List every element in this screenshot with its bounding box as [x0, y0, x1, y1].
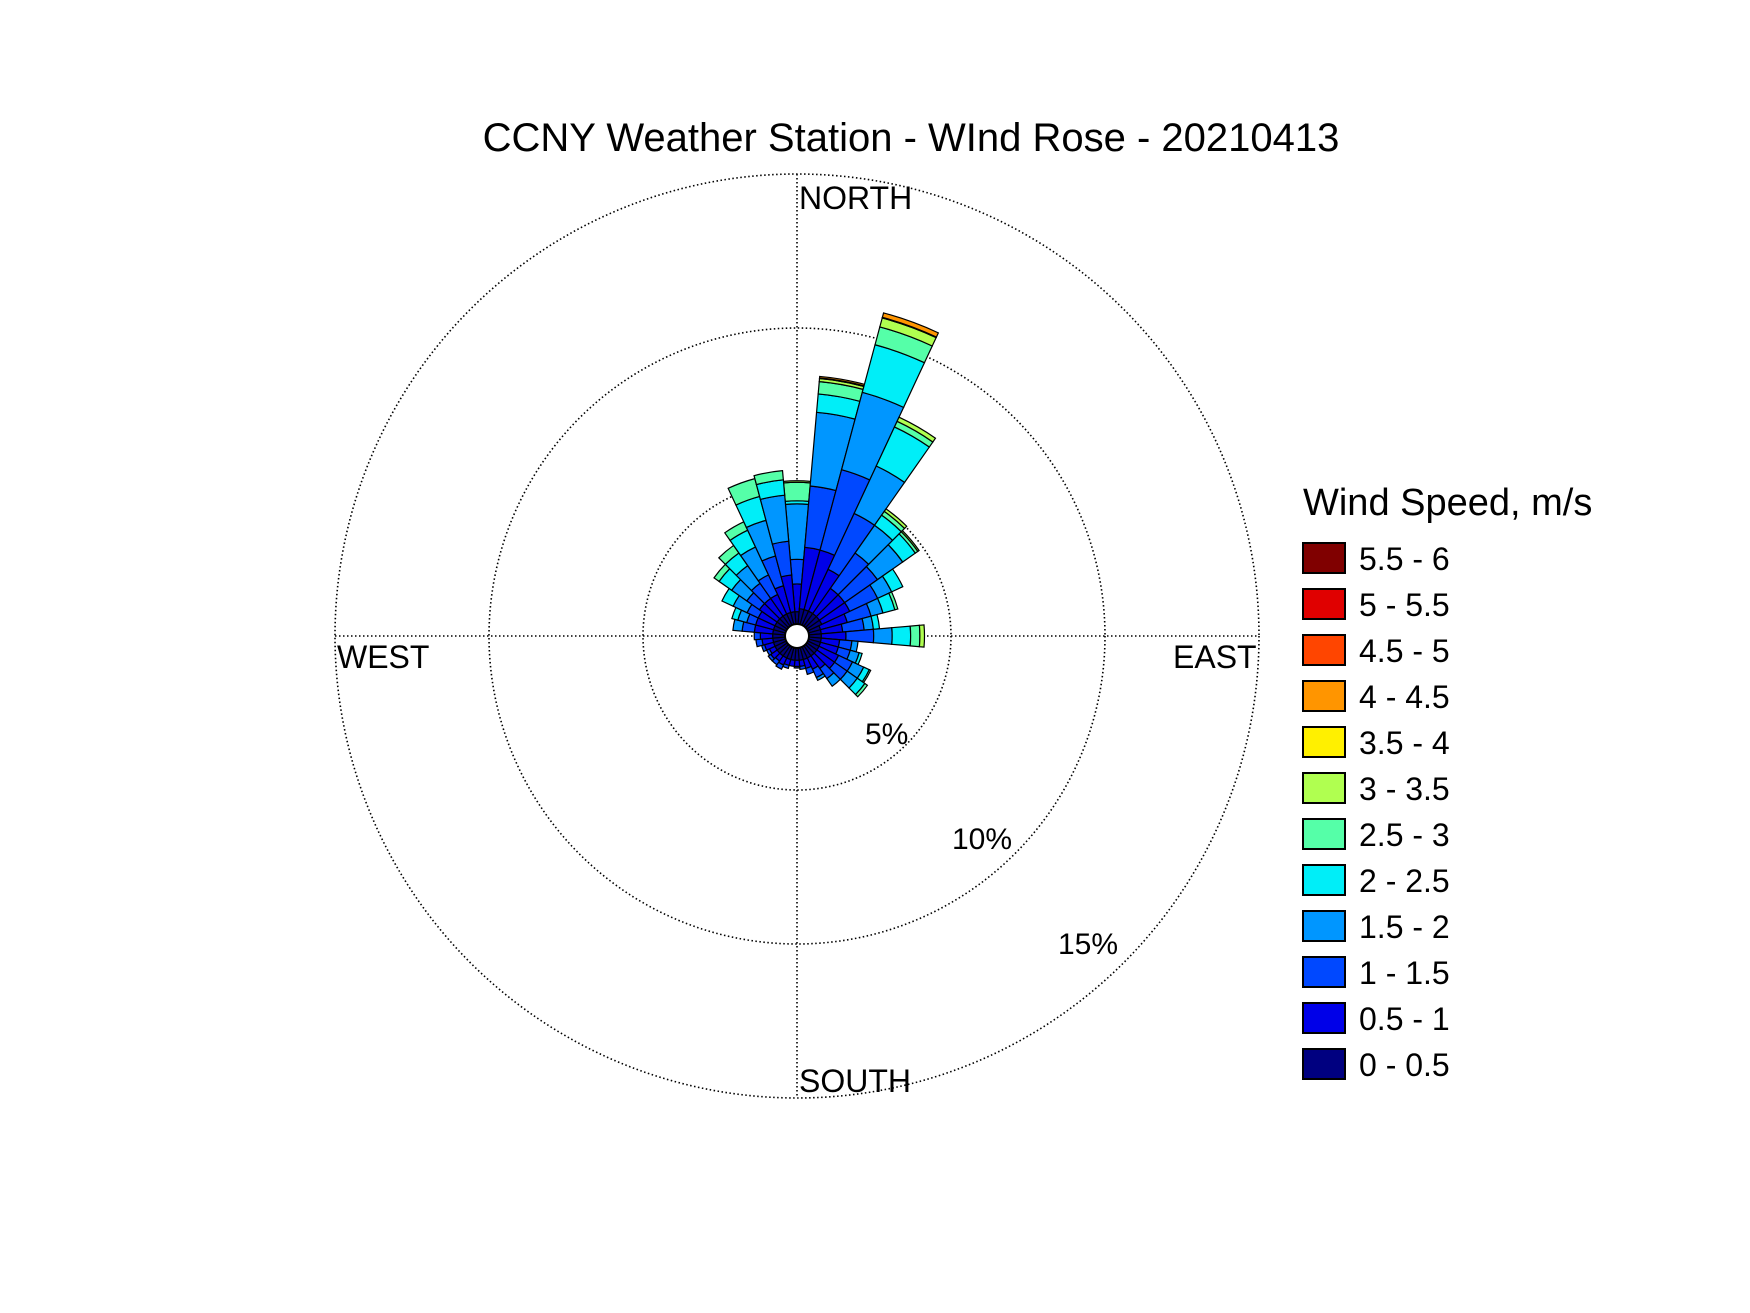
legend-swatch: [1302, 1048, 1346, 1080]
legend-swatch: [1302, 910, 1346, 942]
rose-bar-segment: [900, 529, 920, 553]
legend-label: 0.5 - 1: [1359, 1001, 1450, 1037]
legend-swatch: [1302, 818, 1346, 850]
rose-bar-segment: [909, 624, 921, 648]
legend-label: 4 - 4.5: [1359, 679, 1450, 715]
rose-bar-segment: [799, 664, 807, 671]
rose-bar-segment: [854, 682, 869, 698]
legend-swatch: [1302, 588, 1346, 620]
legend-swatch: [1302, 542, 1346, 574]
rose-bar-segment: [804, 665, 815, 676]
rose-bars: [713, 312, 940, 698]
legend-swatch: [1302, 680, 1346, 712]
legend-title: Wind Speed, m/s: [1303, 482, 1592, 524]
rose-bar-segment: [881, 568, 904, 593]
legend-swatch: [1302, 634, 1346, 666]
rose-bar-segment: [767, 653, 776, 662]
rose-bar-segment: [883, 508, 908, 530]
legend-swatch: [1302, 772, 1346, 804]
legend-label: 3 - 3.5: [1359, 771, 1450, 807]
legend-swatch: [1302, 726, 1346, 758]
legend-label: 4.5 - 5: [1359, 633, 1450, 669]
direction-label-east: EAST: [1173, 639, 1257, 675]
rose-bar-segment: [815, 672, 826, 682]
radial-tick-label: 5%: [865, 718, 908, 751]
rose-bar-segment: [896, 416, 937, 443]
direction-label-west: WEST: [337, 639, 429, 675]
legend-label: 5.5 - 6: [1359, 541, 1450, 577]
rose-bar-segment: [918, 624, 926, 648]
rose-bar-segment: [782, 480, 812, 484]
legend-swatch: [1302, 864, 1346, 896]
legend-label: 1 - 1.5: [1359, 955, 1450, 991]
rose-bar-segment: [782, 481, 812, 502]
legend: Wind Speed, m/s 5.5 - 6 5 - 5.5 4.5 - 5 4 -…: [1302, 482, 1592, 1083]
grid-ring: [488, 327, 1106, 945]
direction-label-north: NORTH: [799, 180, 912, 216]
rose-bar-segment: [888, 591, 899, 611]
rose-bar-segment: [891, 625, 912, 647]
center-hole: [784, 623, 810, 649]
chart-title: CCNY Weather Station - WInd Rose - 20210…: [483, 116, 1340, 160]
legend-label: 3.5 - 4: [1359, 725, 1450, 761]
radial-tick-label: 10%: [952, 823, 1012, 856]
rose-bar-segment: [753, 469, 784, 486]
legend-swatch: [1302, 1002, 1346, 1034]
rose-bar-segment: [753, 631, 762, 641]
legend-label: 2.5 - 3: [1359, 817, 1450, 853]
radial-tick-label: 15%: [1058, 928, 1118, 961]
legend-label: 5 - 5.5: [1359, 587, 1450, 623]
rose-bar-segment: [826, 671, 842, 688]
rose-bar-segment: [881, 312, 940, 338]
rose-bar-segment: [755, 638, 764, 648]
legend-label: 0 - 0.5: [1359, 1047, 1450, 1083]
legend-items: 5.5 - 6 5 - 5.5 4.5 - 5 4 - 4.5 3.5 - 4 3 - 3…: [1302, 541, 1450, 1083]
legend-label: 1.5 - 2: [1359, 909, 1450, 945]
rose-bar-segment: [793, 665, 801, 669]
legend-label: 2 - 2.5: [1359, 863, 1450, 899]
direction-label-south: SOUTH: [799, 1063, 911, 1099]
legend-swatch: [1302, 956, 1346, 988]
rose-bar-segment: [872, 627, 893, 645]
